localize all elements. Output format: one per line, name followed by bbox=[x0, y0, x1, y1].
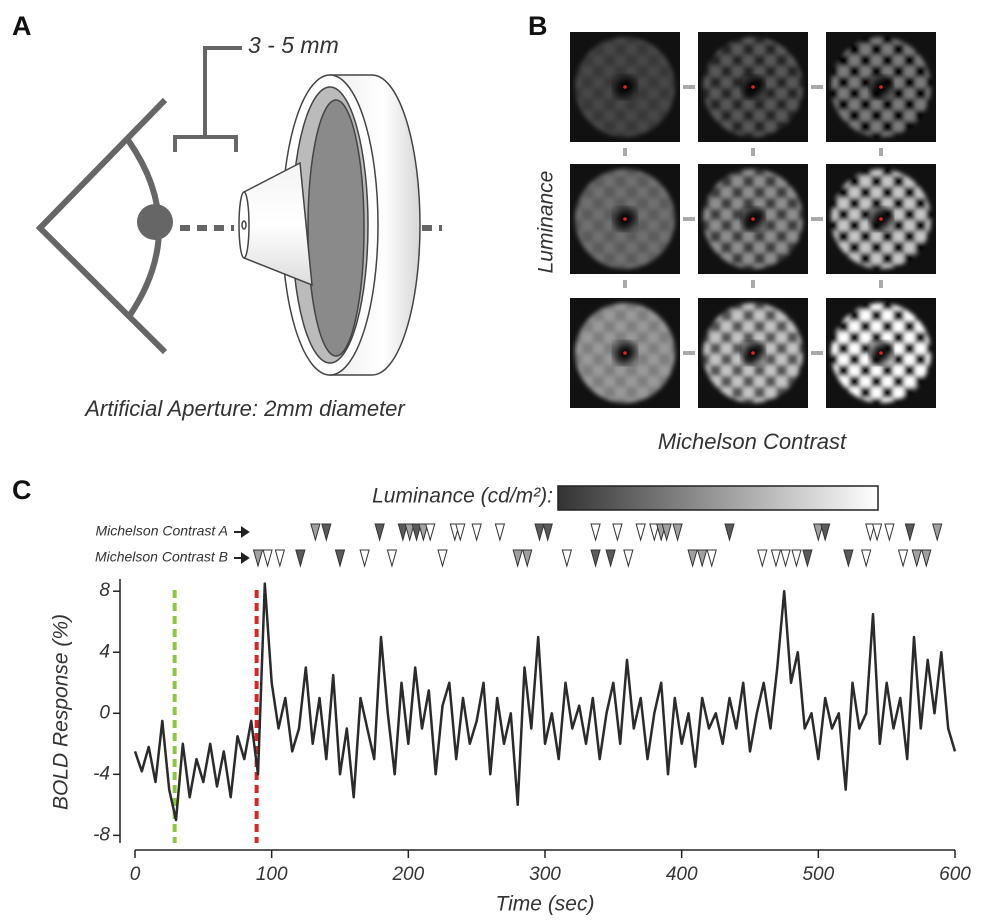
panel-label: A bbox=[12, 11, 32, 41]
colorbar bbox=[557, 485, 879, 511]
stimulus-marker bbox=[612, 523, 623, 542]
stimulus-marker bbox=[494, 523, 506, 542]
stimulus-marker bbox=[334, 549, 346, 568]
stimulus-marker bbox=[252, 549, 264, 568]
y-tick-label: 4 bbox=[99, 641, 110, 662]
caption: Artificial Aperture: 2mm diameter bbox=[83, 396, 406, 421]
row-label: Michelson Contrast A bbox=[95, 523, 228, 539]
stimulus-marker bbox=[802, 549, 813, 568]
stimulus-marker bbox=[904, 523, 916, 542]
stimulus-marker bbox=[897, 549, 909, 568]
stimulus-marker bbox=[780, 549, 791, 568]
aperture-device bbox=[238, 74, 421, 376]
x-tick-label: 500 bbox=[802, 864, 834, 885]
stimulus-marker bbox=[623, 549, 634, 568]
stimulus-marker bbox=[706, 549, 717, 568]
bold-trace bbox=[133, 582, 957, 822]
row-arrow bbox=[234, 552, 250, 564]
stimulus-marker bbox=[861, 549, 872, 568]
y-tick-label: 8 bbox=[99, 580, 110, 601]
y-axis-label: BOLD Response (%) bbox=[50, 614, 73, 810]
fixation-dot bbox=[623, 351, 627, 355]
stimulus-marker bbox=[386, 549, 398, 568]
fixation-dot bbox=[751, 85, 755, 89]
y-tick-label: -8 bbox=[93, 824, 110, 845]
stimulus-marker bbox=[359, 549, 370, 568]
y-tick-label: 0 bbox=[99, 702, 110, 723]
x-axis-label: Time (sec) bbox=[496, 893, 595, 916]
fixation-dot bbox=[751, 351, 755, 355]
stimulus-marker bbox=[921, 549, 932, 568]
fixation-dot bbox=[879, 217, 883, 221]
y-tick-label: -4 bbox=[93, 763, 110, 784]
stimulus-marker bbox=[649, 523, 660, 542]
stimulus-grid bbox=[570, 32, 936, 408]
stimulus-marker bbox=[274, 549, 286, 568]
x-tick-label: 400 bbox=[666, 864, 698, 885]
stimulus-marker bbox=[512, 549, 523, 568]
stimulus-marker bbox=[471, 523, 482, 542]
row-label: Michelson Contrast B bbox=[95, 549, 228, 565]
stimulus-marker bbox=[757, 549, 768, 568]
stimulus-marker bbox=[404, 523, 415, 542]
stimulus-marker bbox=[561, 549, 573, 568]
stimulus-marker bbox=[697, 549, 708, 568]
x-tick-label: 300 bbox=[529, 864, 561, 885]
eye-diagram bbox=[35, 46, 442, 355]
stimulus-marker bbox=[791, 549, 802, 568]
fixation-dot bbox=[879, 85, 883, 89]
fixation-dot bbox=[623, 85, 627, 89]
stimulus-marker bbox=[418, 523, 429, 542]
stimulus-marker bbox=[820, 523, 831, 542]
stimulus-marker bbox=[374, 523, 385, 542]
stimulus-marker bbox=[542, 523, 553, 542]
x-tick-label: 600 bbox=[939, 864, 971, 885]
stimulus-marker bbox=[843, 549, 854, 568]
stimulus-marker bbox=[425, 523, 436, 542]
colorbar-label: Luminance (cd/m²): bbox=[372, 485, 553, 508]
x-tick-label: 0 bbox=[130, 864, 141, 885]
stimulus-marker bbox=[635, 523, 646, 542]
stimulus-marker bbox=[865, 523, 876, 542]
panel-label: B bbox=[528, 11, 548, 41]
stimulus-marker bbox=[295, 549, 306, 568]
stimulus-marker bbox=[590, 549, 601, 568]
fixation-dot bbox=[879, 351, 883, 355]
axis-label: Michelson Contrast bbox=[658, 429, 847, 454]
x-tick-label: 200 bbox=[391, 864, 424, 885]
stimulus-marker bbox=[724, 523, 735, 542]
dimension-label: 3 - 5 mm bbox=[248, 32, 339, 58]
stimulus-marker bbox=[455, 523, 466, 542]
stimulus-marker bbox=[522, 549, 533, 568]
stimulus-marker bbox=[411, 523, 422, 542]
stimulus-marker bbox=[770, 549, 782, 568]
stimulus-marker bbox=[397, 523, 409, 542]
stimulus-marker bbox=[437, 549, 448, 568]
stimulus-marker bbox=[672, 523, 683, 542]
stimulus-marker bbox=[262, 549, 273, 568]
panel-label: C bbox=[12, 475, 32, 505]
stimulus-marker bbox=[534, 523, 545, 542]
row-arrow bbox=[234, 526, 250, 538]
stimulus-marker bbox=[884, 523, 895, 542]
stimulus-marker bbox=[813, 523, 824, 542]
stimulus-marker bbox=[687, 549, 698, 568]
stimulus-marker bbox=[661, 523, 672, 542]
fixation-dot bbox=[751, 217, 755, 221]
stimulus-marker bbox=[590, 523, 601, 542]
stimulus-marker bbox=[911, 549, 922, 568]
stimulus-marker bbox=[321, 523, 332, 542]
stimulus-marker bbox=[605, 549, 616, 568]
stimulus-marker bbox=[871, 523, 883, 542]
stimulus-marker bbox=[932, 523, 943, 542]
fixation-dot bbox=[623, 217, 627, 221]
axis-label: Luminance bbox=[535, 171, 558, 274]
stimulus-marker bbox=[310, 523, 321, 542]
x-tick-label: 100 bbox=[256, 864, 288, 885]
